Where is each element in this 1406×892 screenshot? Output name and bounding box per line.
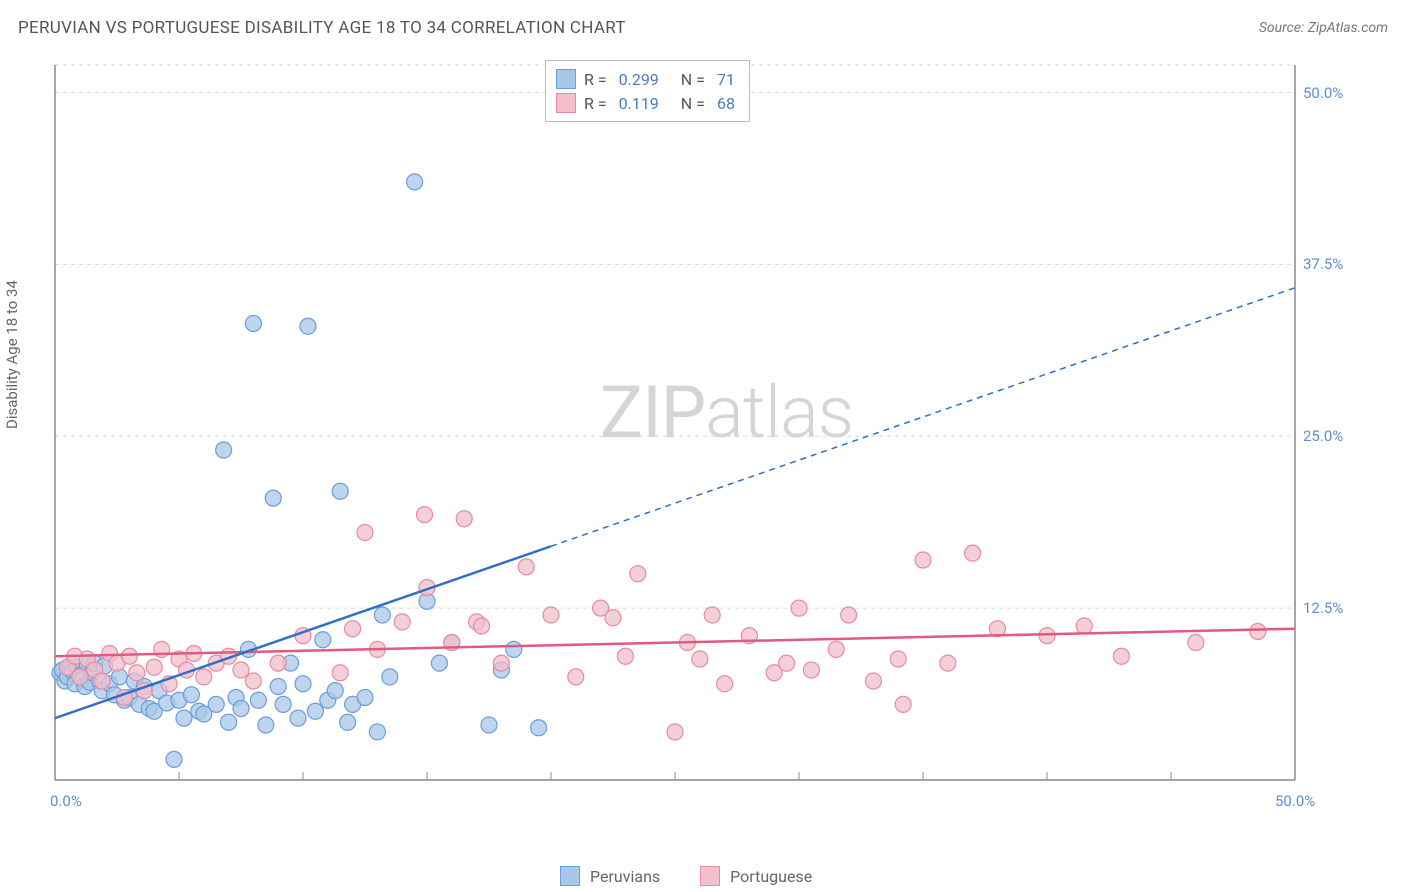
series-legend: Peruvians Portuguese <box>560 866 812 886</box>
legend-row-peruvians: R = 0.299 N = 71 <box>556 67 739 91</box>
legend-item-peruvians: Peruvians <box>560 866 660 886</box>
legend-swatch-peruvians-b <box>560 866 580 886</box>
legend-row-portuguese: R = 0.119 N = 68 <box>556 91 739 115</box>
source-attribution: Source: ZipAtlas.com <box>1259 20 1388 36</box>
legend-swatch-portuguese <box>556 93 576 113</box>
y-tick-label: 12.5% <box>1303 599 1343 617</box>
legend-swatch-peruvians <box>556 69 576 89</box>
y-tick-label: 25.0% <box>1303 427 1343 445</box>
x-tick-max: 50.0% <box>1275 792 1315 810</box>
legend-swatch-portuguese-b <box>700 866 720 886</box>
y-axis-label: Disability Age 18 to 34 <box>3 280 21 429</box>
chart-header: PERUVIAN VS PORTUGUESE DISABILITY AGE 18… <box>18 18 1388 38</box>
scatter-plot-svg <box>50 60 1350 820</box>
correlation-legend: R = 0.299 N = 71 R = 0.119 N = 68 <box>545 60 750 122</box>
x-tick-min: 0.0% <box>50 792 82 810</box>
y-tick-label: 50.0% <box>1303 84 1343 102</box>
y-tick-label: 37.5% <box>1303 255 1343 273</box>
chart-title: PERUVIAN VS PORTUGUESE DISABILITY AGE 18… <box>18 18 626 38</box>
chart-plot-area <box>50 60 1350 820</box>
legend-item-portuguese: Portuguese <box>700 866 812 886</box>
